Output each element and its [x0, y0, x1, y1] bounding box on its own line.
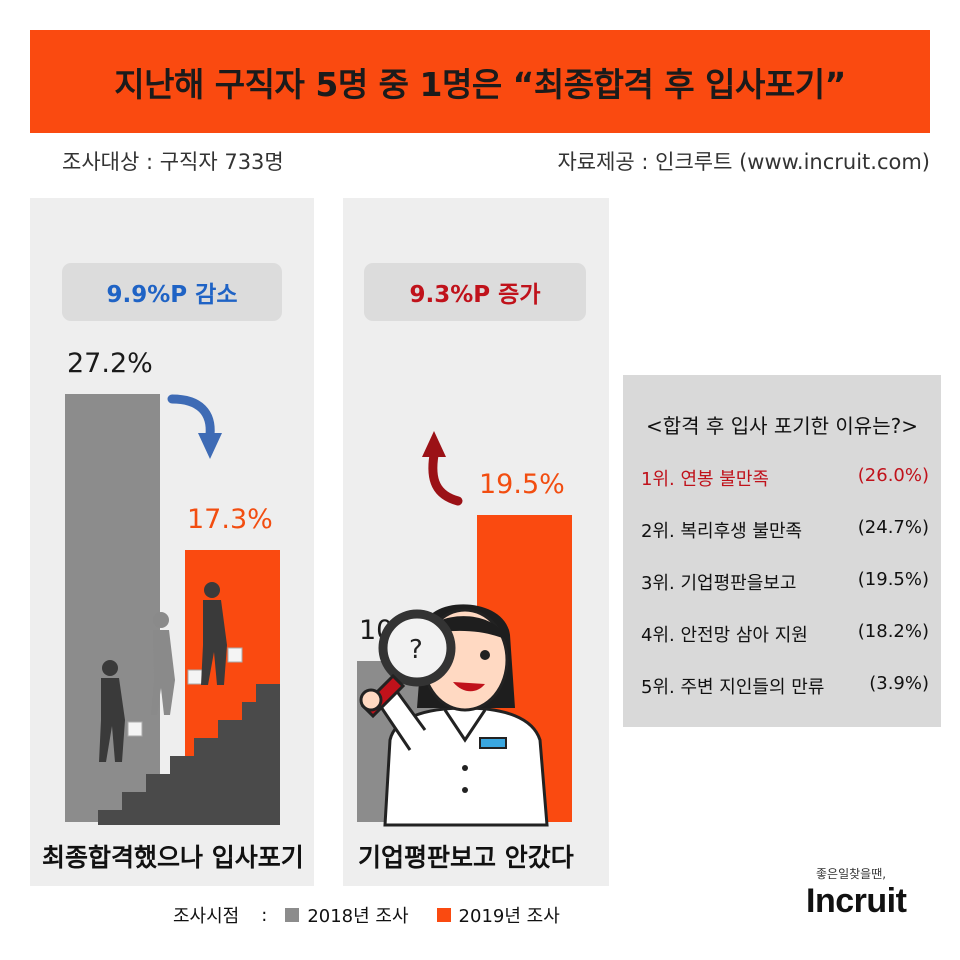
- value-label-2018-chart-1: 27.2%: [67, 347, 153, 379]
- reason-value: (18.2%): [857, 621, 929, 642]
- brand-name: Incruit: [806, 882, 907, 920]
- reason-value: (24.7%): [857, 517, 929, 538]
- legend-item-2019: 2019년 조사: [436, 902, 560, 928]
- change-badge-2: 9.3%P 증가: [364, 263, 586, 321]
- down-arrow-icon: [167, 394, 222, 459]
- reason-row: 2위. 복리후생 불만족 (24.7%): [641, 517, 929, 547]
- stairs-illustration: [98, 582, 280, 825]
- bar-2018-chart-1: [65, 393, 160, 822]
- legend-swatch-2018: [285, 908, 300, 922]
- data-source: 자료제공 : 인크루트 (www.incruit.com): [557, 150, 930, 174]
- chart-legend: 조사시점 : 2018년 조사 2019년 조사: [173, 902, 588, 928]
- reason-value: (19.5%): [857, 569, 929, 590]
- page-title: 지난해 구직자 5명 중 1명은 “최종합격 후 입사포기”: [114, 64, 846, 104]
- svg-text:?: ?: [409, 635, 423, 665]
- reason-label: 2위. 복리후생 불만족: [641, 521, 803, 542]
- legend-title: 조사시점: [173, 906, 240, 927]
- reason-label: 3위. 기업평판을보고: [641, 573, 797, 594]
- value-label-2019-chart-1: 17.3%: [187, 503, 273, 535]
- brand-slogan: 좋은일찾을땐,: [816, 867, 887, 881]
- reason-row: 3위. 기업평판을보고 (19.5%): [641, 569, 929, 599]
- reason-row: 4위. 안전망 삼아 지원 (18.2%): [641, 621, 929, 651]
- reason-row: 1위. 연봉 불만족 (26.0%): [641, 465, 929, 495]
- reasons-title: <합격 후 입사 포기한 이유는?>: [646, 414, 918, 438]
- survey-target: 조사대상 : 구직자 733명: [62, 150, 284, 174]
- value-label-2019-chart-2: 19.5%: [479, 468, 565, 500]
- change-badge-1: 9.9%P 감소: [62, 263, 282, 321]
- reason-label: 1위. 연봉 불만족: [641, 469, 769, 490]
- legend-label-2019: 2019년 조사: [458, 906, 560, 927]
- up-arrow-icon: [422, 431, 463, 506]
- title-banner: 지난해 구직자 5명 중 1명은 “최종합격 후 입사포기”: [30, 30, 930, 133]
- reason-label: 4위. 안전망 삼아 지원: [641, 625, 808, 646]
- chart-1-caption: 최종합격했으나 입사포기: [42, 843, 304, 872]
- chart-2-caption: 기업평판보고 안갔다: [358, 843, 574, 872]
- legend-swatch-2019: [436, 908, 451, 922]
- reason-row: 5위. 주변 지인들의 만류 (3.9%): [641, 673, 929, 703]
- legend-separator: :: [261, 904, 268, 926]
- magnifier-woman-illustration: ?: [359, 604, 549, 827]
- reason-label: 5위. 주변 지인들의 만류: [641, 677, 825, 698]
- reason-value: (26.0%): [857, 465, 929, 486]
- legend-item-2018: 2018년 조사: [285, 902, 409, 928]
- brand-logo: 좋은일찾을땐, Incruit: [806, 865, 907, 920]
- reason-value: (3.9%): [869, 673, 929, 694]
- legend-label-2018: 2018년 조사: [307, 906, 409, 927]
- reasons-box: <합격 후 입사 포기한 이유는?> 1위. 연봉 불만족 (26.0%) 2위…: [623, 375, 941, 727]
